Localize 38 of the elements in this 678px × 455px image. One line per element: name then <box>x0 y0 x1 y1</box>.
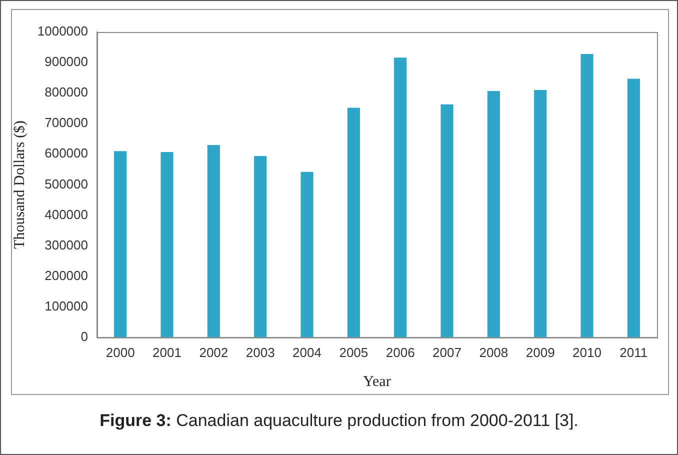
y-tick-label: 900000 <box>44 54 88 70</box>
x-tick-label: 2003 <box>246 344 275 360</box>
x-tick-label: 2001 <box>152 344 182 360</box>
x-axis-title: Year <box>363 374 391 390</box>
y-tick-label: 400000 <box>44 206 88 222</box>
bar <box>487 90 500 338</box>
x-tick-label: 2000 <box>106 344 135 360</box>
y-tick-label: 500000 <box>44 176 88 192</box>
x-tick-label: 2008 <box>479 344 508 360</box>
bar <box>440 104 454 338</box>
x-tick-label: 2006 <box>386 344 415 360</box>
bar <box>347 108 360 338</box>
x-tick-label: 2010 <box>572 344 602 360</box>
y-tick-label: 200000 <box>44 268 88 283</box>
bar <box>580 54 594 338</box>
y-tick-label: 0 <box>80 328 88 344</box>
y-tick-label: 700000 <box>44 115 88 130</box>
x-tick-label: 2005 <box>339 344 368 360</box>
bar <box>300 172 314 338</box>
y-tick-label: 300000 <box>44 237 88 252</box>
bar <box>114 151 127 338</box>
x-tick-label: 2007 <box>432 344 462 360</box>
bar <box>627 78 640 338</box>
y-tick-label: 100000 <box>44 298 88 314</box>
bar <box>254 156 267 338</box>
y-tick-label: 1000000 <box>37 24 88 39</box>
bar <box>534 90 547 338</box>
bar <box>394 58 407 338</box>
y-axis-title: Thousand Dollars ($) <box>12 120 28 249</box>
y-tick-label: 800000 <box>44 84 88 100</box>
x-tick-label: 2002 <box>199 344 228 360</box>
y-tick-label: 600000 <box>44 146 88 161</box>
x-tick-label: 2011 <box>620 344 648 360</box>
bar <box>207 145 220 338</box>
bar <box>160 152 174 338</box>
caption: Figure 3: Canadian aquaculture production from 2000-2011 [3]. <box>98 411 580 431</box>
x-tick-label: 2004 <box>292 344 322 360</box>
x-tick-label: 2009 <box>526 344 555 360</box>
